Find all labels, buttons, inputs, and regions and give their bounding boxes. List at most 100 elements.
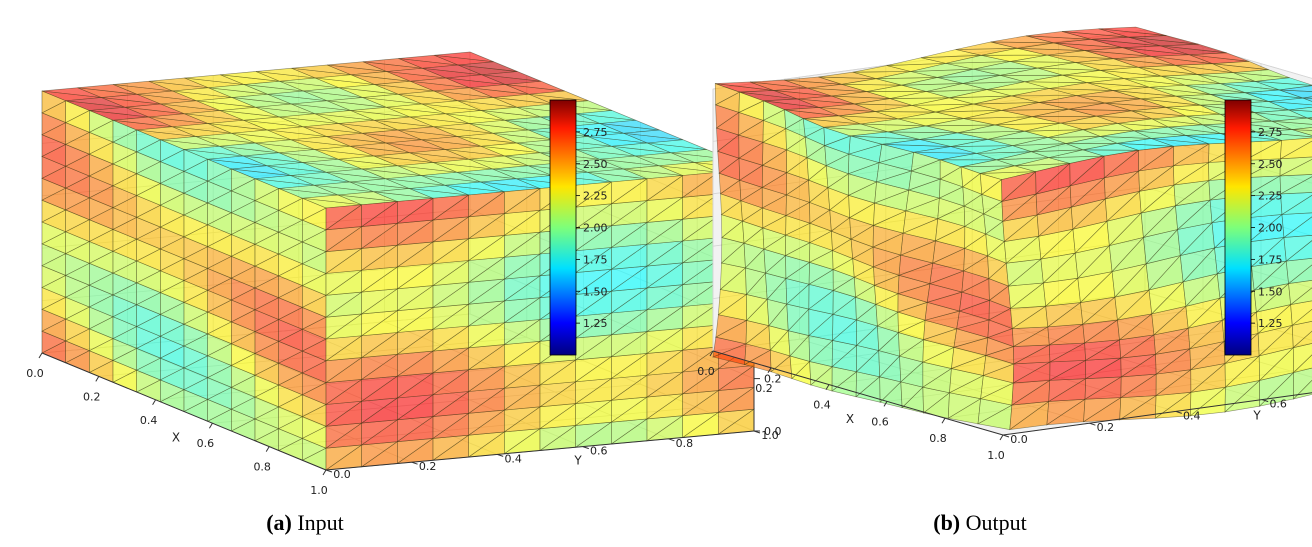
mesh-triangle <box>682 171 720 198</box>
mesh-triangle <box>939 159 962 180</box>
x-tick-label: 1.0 <box>310 484 328 497</box>
mesh-triangle <box>207 158 233 182</box>
colorbar-tick-label: 1.75 <box>1258 253 1283 266</box>
front-face <box>712 83 1015 430</box>
mesh-triangle <box>1280 137 1312 160</box>
mesh-triangle <box>784 109 804 130</box>
y-tick-label: 0.2 <box>1097 421 1115 434</box>
colorbar-tick-label: 1.75 <box>583 253 608 266</box>
mesh-triangle <box>647 139 707 150</box>
axes <box>709 350 1312 441</box>
mesh-triangle <box>1272 117 1312 125</box>
mesh-triangle <box>89 110 114 133</box>
mesh-triangle <box>1035 163 1070 195</box>
mesh-triangle <box>136 129 162 153</box>
x-tick-label: 0.4 <box>813 399 831 412</box>
y-tick <box>1262 399 1269 403</box>
mesh-triangle <box>623 129 684 141</box>
colorbar-tick-label: 2.00 <box>1258 222 1283 235</box>
mesh-triangle <box>432 194 470 221</box>
mesh-triangle <box>505 80 565 92</box>
caption-a-tag: (a) <box>266 510 292 535</box>
mesh-triangle <box>1128 35 1199 45</box>
colorbar-tick-label: 2.25 <box>1258 190 1283 203</box>
mesh-triangle <box>231 168 256 192</box>
mesh-triangle <box>599 119 660 131</box>
y-tick-label: 0.2 <box>419 460 437 473</box>
mesh-triangle <box>878 143 915 164</box>
colorbar-tick-label: 1.50 <box>1258 285 1283 298</box>
x-tick <box>767 367 772 374</box>
mesh-triangle <box>1189 52 1250 62</box>
mesh-triangle <box>646 175 684 202</box>
mesh-triangle <box>802 118 825 138</box>
colorbar-gradient <box>549 99 577 356</box>
x-tick-label: 0.2 <box>83 390 101 403</box>
y-tick-label: 0.6 <box>590 445 608 458</box>
x-tick-label: 0.8 <box>253 461 271 474</box>
mesh-triangle <box>1288 109 1312 119</box>
colorbar-tick-label: 1.50 <box>583 285 608 298</box>
x-tick <box>709 350 714 357</box>
mesh-triangle <box>361 201 399 228</box>
y-axis-line <box>325 430 755 471</box>
mesh-triangle <box>1103 149 1140 179</box>
colorbar: 1.25 1.50 1.75 2.00 2.25 2.50 2.75 <box>1224 99 1283 356</box>
mesh-triangle <box>397 197 435 224</box>
x-tick-label: 0.6 <box>197 437 215 450</box>
mesh-triangle <box>528 90 589 102</box>
mesh-triangle <box>611 178 649 205</box>
colorbar-tick-label: 2.25 <box>583 190 608 203</box>
x-axis-label: X <box>846 412 854 426</box>
x-tick-label: 0.0 <box>697 365 715 378</box>
mesh-triangle <box>112 119 138 143</box>
y-tick <box>497 453 504 457</box>
z-tick-label: 0.0 <box>764 425 782 438</box>
caption-b-name: Output <box>965 510 1027 535</box>
mesh-triangle <box>302 197 327 221</box>
mesh-triangle <box>1279 85 1312 92</box>
x-tick <box>152 399 157 406</box>
colorbar-gradient <box>1224 99 1252 356</box>
mesh-triangle <box>1307 117 1312 119</box>
mesh-triangle <box>1302 97 1312 102</box>
mesh-triangle <box>41 90 67 114</box>
colorbar-tick-label: 2.50 <box>583 158 608 171</box>
colorbar-tick-label: 2.75 <box>1258 126 1283 139</box>
mesh-triangle <box>1160 43 1227 54</box>
x-tick <box>265 446 270 452</box>
mesh-triangle <box>1268 97 1312 106</box>
y-tick-label: 0.0 <box>1010 433 1028 446</box>
mesh-triangle <box>1098 26 1167 36</box>
mesh-triangle <box>823 126 852 146</box>
y-tick-label: 0.4 <box>1183 409 1201 422</box>
y-tick-label: 1.0 <box>761 429 779 442</box>
mesh-triangle <box>278 188 304 211</box>
x-tick-label: 0.0 <box>26 367 44 380</box>
y-axis-label: Y <box>1252 409 1261 423</box>
mesh-triangle <box>1255 77 1312 86</box>
tick-labels: 0.00.20.40.60.81.00.00.20.40.60.81.00.00… <box>697 365 1287 462</box>
mesh-triangle <box>960 166 981 188</box>
x-axis-label: X <box>172 431 180 445</box>
mesh-triangle <box>1307 117 1312 121</box>
mesh-triangle <box>1173 143 1210 167</box>
right-face <box>1000 137 1312 431</box>
y-axis-line <box>1002 392 1312 436</box>
mesh-triangle <box>481 71 542 82</box>
x-tick <box>883 401 888 407</box>
x-tick-label: 0.2 <box>755 382 773 395</box>
mesh-triangle <box>911 151 942 172</box>
x-tick <box>38 352 43 359</box>
y-tick <box>668 438 675 442</box>
x-tick-label: 1.0 <box>987 449 1005 462</box>
y-tick-label: 0.0 <box>333 468 351 481</box>
caption-b: (b) Output <box>933 510 1027 536</box>
mesh-surface <box>712 26 1312 431</box>
x-tick-label: 0.6 <box>871 415 889 428</box>
mesh-triangle <box>714 83 741 106</box>
mesh-triangle <box>65 100 91 124</box>
x-tick <box>322 469 327 476</box>
mesh-triangle <box>254 178 280 202</box>
x-tick <box>95 376 100 382</box>
